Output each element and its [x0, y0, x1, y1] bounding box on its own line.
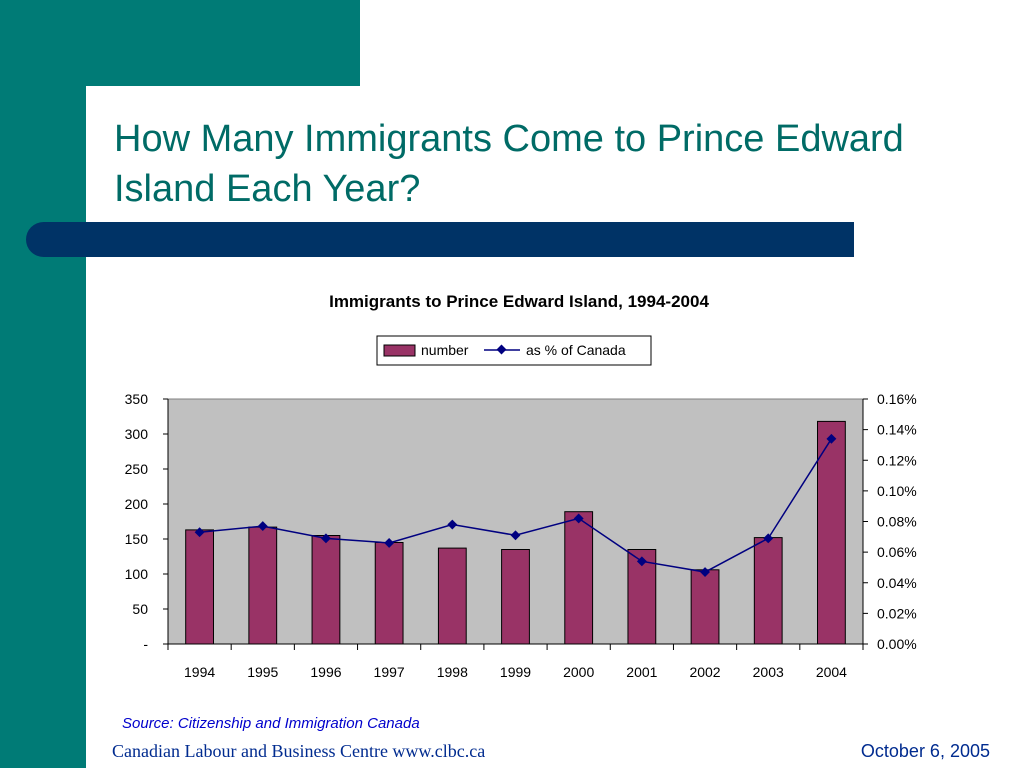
- line-point: [763, 533, 774, 544]
- x-tick-label: 2000: [563, 664, 594, 680]
- line-point: [257, 521, 268, 532]
- legend-marker: [496, 344, 507, 355]
- line-point: [636, 556, 647, 567]
- x-tick-label: 1999: [500, 664, 531, 680]
- bar: [311, 535, 341, 645]
- right-tick-label: 0.14%: [877, 422, 917, 438]
- line-series: [194, 433, 837, 577]
- left-tick-label: 150: [125, 531, 149, 547]
- left-tick-label: 250: [125, 461, 149, 477]
- line-point: [700, 567, 710, 577]
- x-tick-label: 1997: [374, 664, 405, 680]
- footer-organization: Canadian Labour and Business Centre www.…: [112, 741, 486, 761]
- footer-date: October 6, 2005: [860, 741, 990, 761]
- x-tick-label: 1995: [247, 664, 278, 680]
- source-note: Source: Citizenship and Immigration Cana…: [122, 715, 420, 732]
- line-point: [447, 519, 458, 530]
- legend-label-number: number: [421, 342, 469, 358]
- line-point: [573, 513, 584, 524]
- line-point: [321, 533, 331, 544]
- slide-title: How Many Immigrants Come to Prince Edwar…: [114, 118, 904, 210]
- right-tick-label: 0.12%: [877, 452, 917, 468]
- line-point: [384, 537, 395, 548]
- line-point: [826, 433, 837, 444]
- x-tick-label: 1996: [310, 664, 341, 680]
- x-tick-label: 2004: [816, 664, 847, 680]
- right-tick-label: 0.06%: [877, 544, 917, 560]
- chart-title: Immigrants to Prince Edward Island, 1994…: [329, 292, 709, 311]
- title-divider-bar: [26, 222, 854, 257]
- right-y-axis: 0.00% 0.02% 0.04% 0.06% 0.08% 0.10% 0.12% 0.14%…: [862, 391, 917, 652]
- bar: [753, 537, 783, 645]
- bar: [248, 526, 278, 645]
- line-point: [194, 527, 205, 538]
- right-tick-label: 0.10%: [877, 483, 917, 499]
- right-tick-label: 0.04%: [877, 575, 917, 591]
- left-y-axis: - 50 100 150 200 250 300 350: [125, 391, 169, 652]
- right-tick-label: 0.02%: [877, 605, 917, 621]
- x-tick-label: 2002: [689, 664, 720, 680]
- bar: [564, 511, 594, 645]
- x-tick-label: 1994: [184, 664, 215, 680]
- left-tick-label: 300: [125, 426, 149, 442]
- line-point: [510, 530, 521, 541]
- teal-sidebar: [0, 0, 86, 768]
- bar: [501, 549, 530, 645]
- chart-legend: number as % of Canada: [376, 335, 652, 366]
- legend-bar-swatch: [383, 344, 416, 357]
- teal-top-band: [0, 0, 360, 86]
- right-tick-label: 0.00%: [877, 636, 917, 652]
- x-tick-label: 2001: [626, 664, 657, 680]
- bar: [374, 542, 404, 645]
- right-tick-label: 0.16%: [877, 391, 917, 407]
- left-tick-label: -: [143, 636, 148, 652]
- x-axis: 1994 1995 1996 1997 1998 1999 2000 2001 2002 2003…: [167, 643, 864, 680]
- left-tick-label: 50: [132, 601, 148, 617]
- left-tick-label: 350: [125, 391, 149, 407]
- bar: [437, 547, 467, 645]
- bar: [690, 569, 720, 645]
- right-tick-label: 0.08%: [877, 514, 917, 530]
- left-tick-label: 100: [125, 566, 149, 582]
- bar-series: [185, 420, 846, 645]
- x-tick-label: 2003: [753, 664, 784, 680]
- legend-label-percent: as % of Canada: [526, 342, 626, 358]
- x-tick-label: 1998: [437, 664, 468, 680]
- bar: [817, 420, 846, 645]
- left-tick-label: 200: [125, 496, 149, 512]
- bar: [185, 529, 214, 645]
